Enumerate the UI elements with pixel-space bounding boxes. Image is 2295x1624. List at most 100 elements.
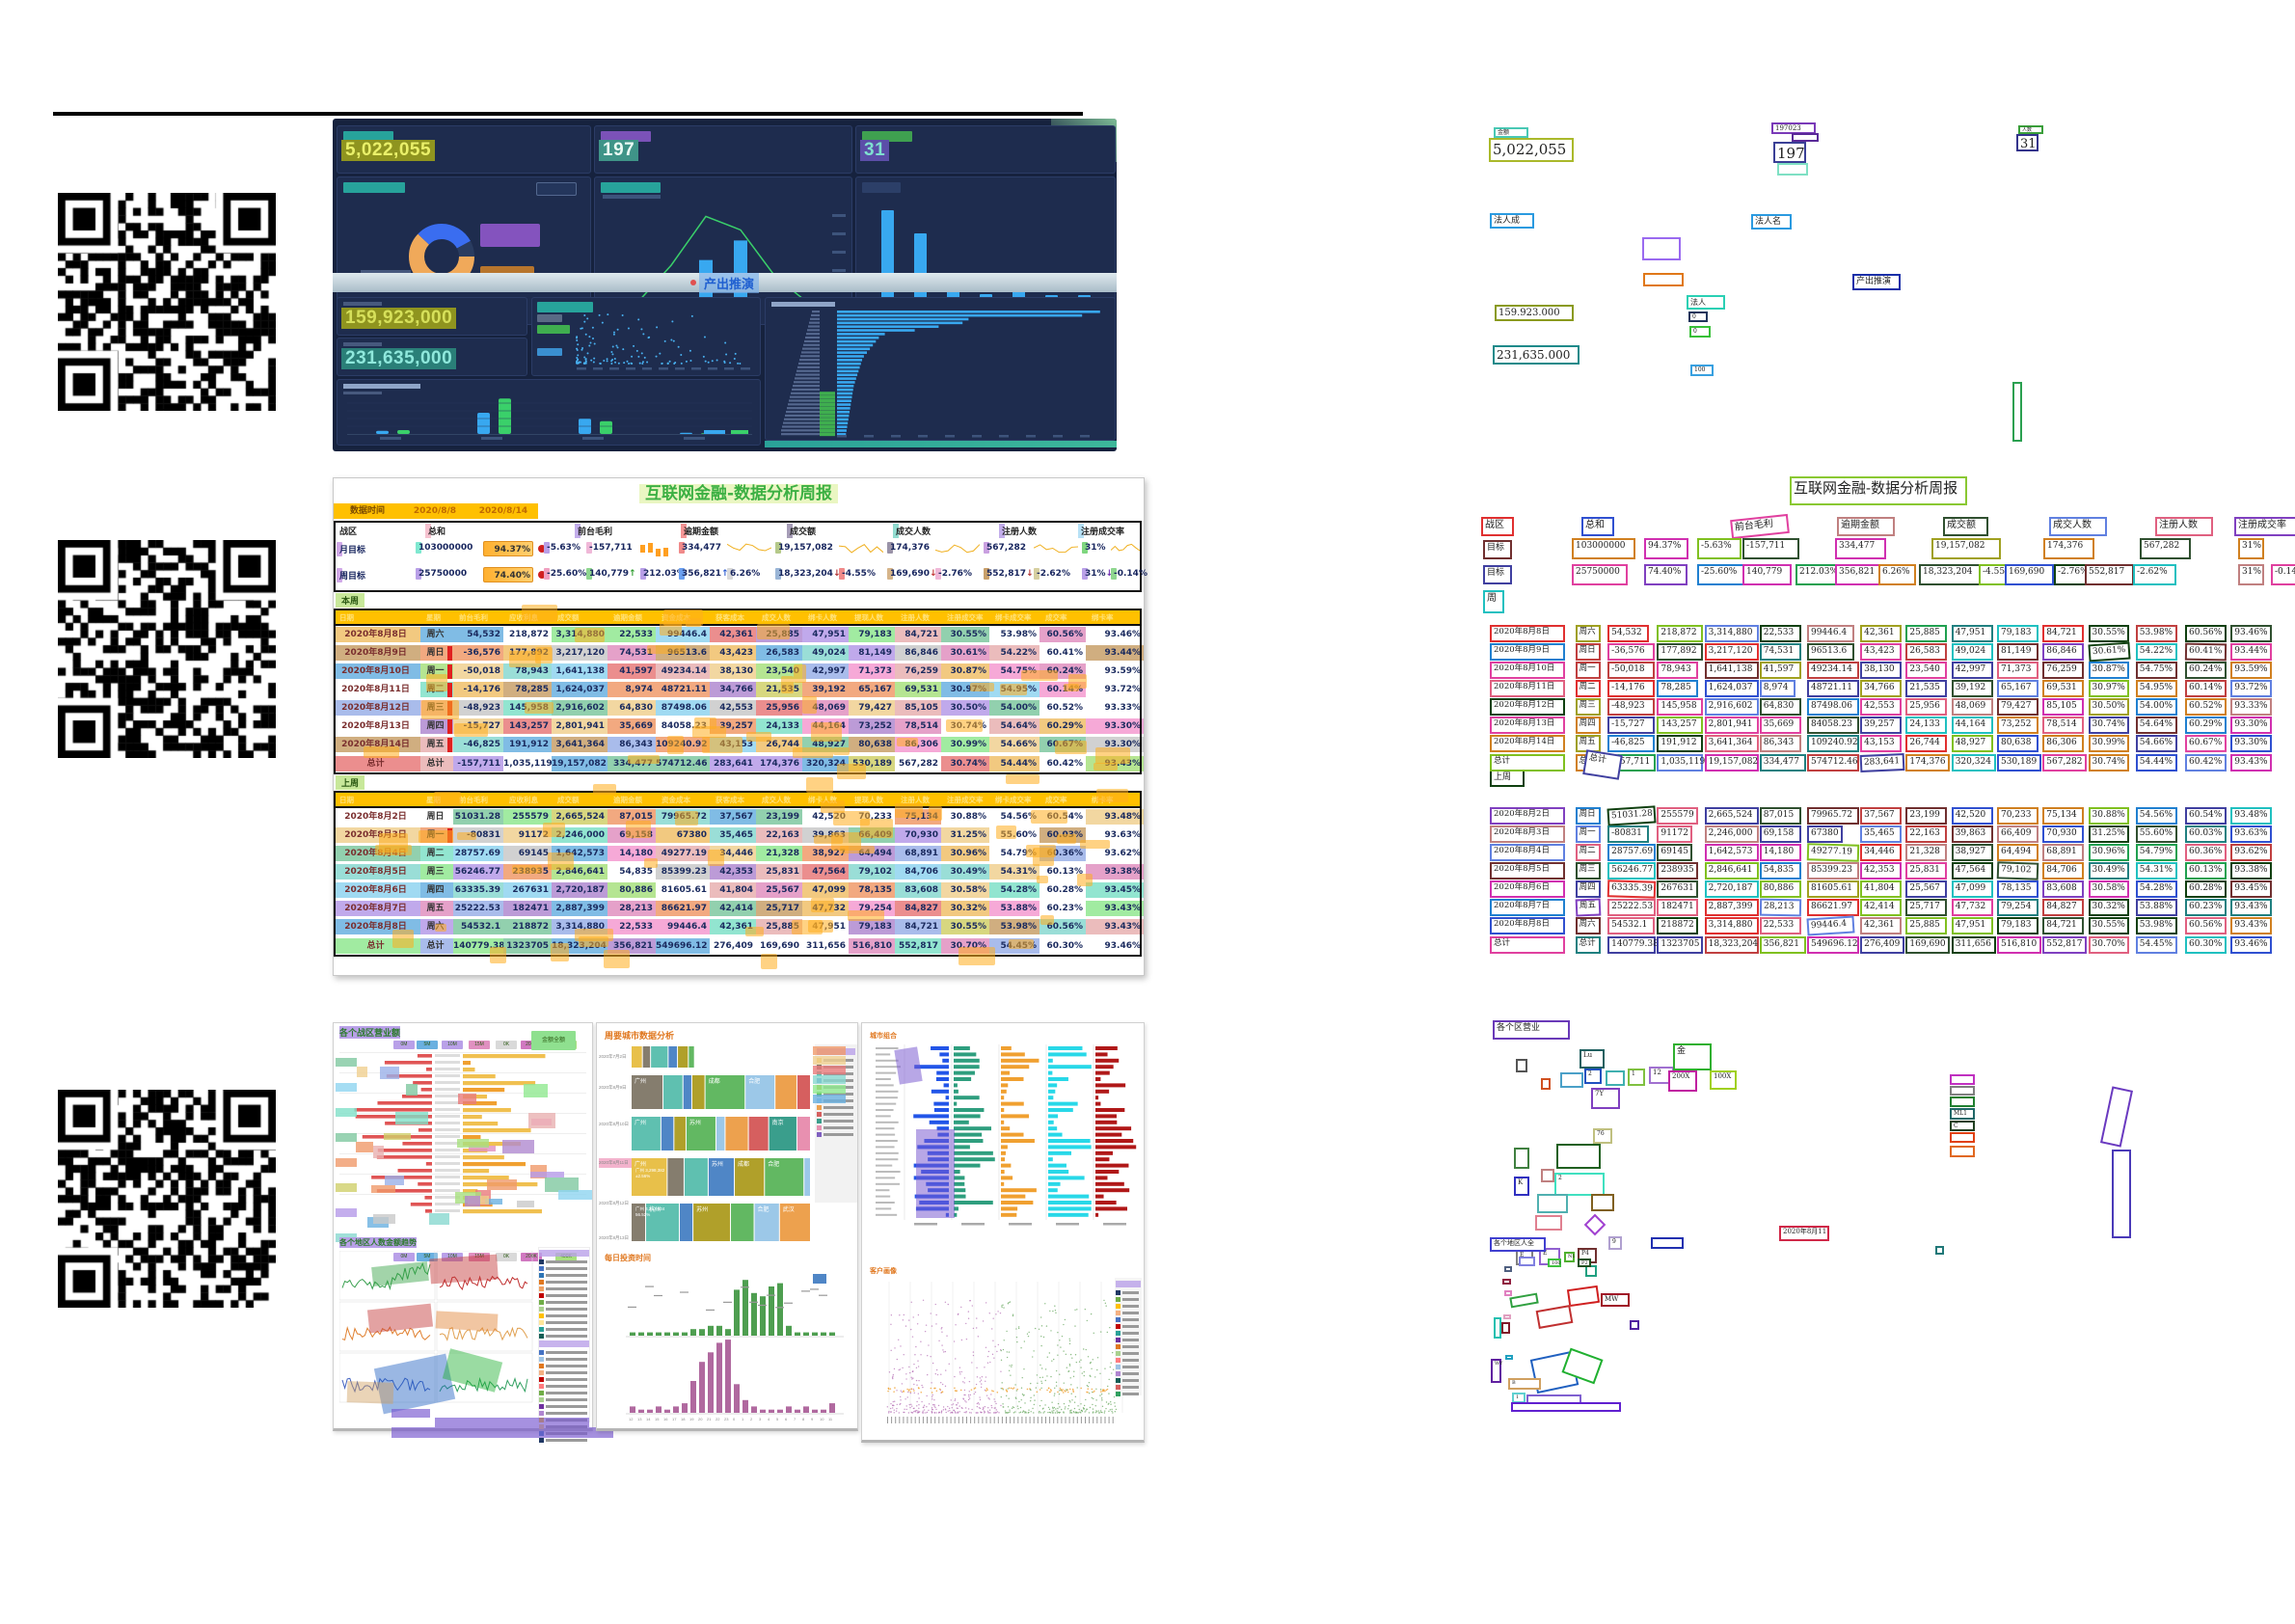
qr-code [58, 1090, 276, 1308]
highlight-blob [456, 831, 476, 841]
table-cell: 63335.39 [453, 882, 503, 898]
legend-item [817, 1111, 855, 1117]
sheet-annotation: 22,533 [1759, 917, 1801, 934]
sheet-annotation: 42,414 [1860, 899, 1902, 916]
overlay-chip [372, 1145, 385, 1158]
table-cell: 35,669 [608, 718, 656, 734]
sheet-annotation: 41,597 [1759, 662, 1801, 679]
page-annotation: 200X [1668, 1070, 1697, 1092]
sheet-annotation: 93.72% [2230, 680, 2273, 697]
sheet-annotation: 60.56% [2185, 917, 2227, 934]
table-cell: 76,259 [895, 663, 941, 679]
table-cell: 37,567 [710, 809, 756, 825]
table-cell: 85399.23 [656, 864, 710, 880]
sheet-annotation: 30.97% [2088, 680, 2130, 697]
highlight-blob [859, 819, 894, 838]
table-cell: 93.48% [1086, 809, 1144, 825]
overlay-chip [557, 1190, 593, 1200]
annotation-box: 31% [2238, 564, 2264, 585]
mosaic-row-label: 2020年8月12日 [599, 1201, 630, 1205]
sheet-annotation: 3,314,880 [1704, 917, 1759, 934]
sheet-annotation: 49277.19 [1806, 843, 1860, 862]
annotation-box: 334,477 [1835, 538, 1886, 559]
table-cell: 3,217,120 [552, 645, 608, 661]
highlight-blob [434, 792, 461, 807]
sheet-annotation: 276,409 [1860, 936, 1905, 954]
page-annotation [1950, 1096, 1975, 1107]
table-cell: 30.55% [941, 627, 989, 642]
dash-annotation: 231,635.000 [1493, 345, 1580, 365]
annotation-box: -5.63% [1697, 538, 1742, 559]
meta-cell: 2020/8/14 [469, 503, 538, 519]
table-cell: 28757.69 [453, 846, 503, 861]
sheet-annotation: 93.45% [2230, 880, 2273, 898]
table-cell: 60.30% [1046, 941, 1084, 951]
page-annotation: 2 [1554, 1173, 1605, 1196]
legend-item [539, 1319, 589, 1325]
column-header: 绑卡率 [1092, 613, 1114, 622]
column-header: 成交人数 [762, 796, 791, 804]
overlay-chip [501, 1139, 535, 1154]
sheet-annotation: 96513.6 [1806, 643, 1854, 661]
legend-hl-chip [813, 1095, 846, 1103]
column-header: 获客成本 [716, 613, 744, 622]
axis-tick-chip: 5M [417, 1253, 438, 1261]
table-cell: 42,997 [802, 663, 849, 679]
table-cell: 43,423 [710, 645, 756, 661]
legend-item [539, 1396, 589, 1402]
svg-text:21: 21 [707, 1417, 712, 1421]
table-cell: 42,353 [710, 864, 756, 880]
sheet-cell: 成交人数 [893, 524, 931, 538]
row-label-chip [336, 1058, 357, 1067]
series-toggle-button[interactable] [536, 182, 577, 196]
table-cell: 35,465 [710, 827, 756, 843]
sheet-annotation: 2020年8月10日 [1490, 662, 1565, 679]
sheet-annotation: 注册人数 [2155, 517, 2213, 536]
sheet-annotation: 38,927 [1951, 844, 1993, 861]
sheet-annotation: 30.96% [2088, 844, 2130, 861]
table-cell: 22,533 [608, 919, 656, 934]
highlight-blob [364, 746, 400, 759]
legend-item [539, 1326, 589, 1332]
sheet-cell: 31%↓ [1082, 568, 1113, 580]
table-cell: 2020年8月8日 [334, 627, 420, 642]
column-header: 应收利息 [509, 796, 538, 804]
sheet-annotation: 93.46% [2230, 625, 2273, 642]
svg-text:19: 19 [689, 1417, 694, 1421]
grouped-bar-card [337, 379, 761, 446]
sheet-annotation: 39,863 [1951, 826, 1993, 843]
highlight-blob [511, 865, 543, 874]
highlight-blob [489, 947, 507, 963]
sheet-annotation: 30.50% [2088, 698, 2130, 716]
svg-text:18: 18 [681, 1417, 686, 1421]
legend-item [539, 1313, 589, 1318]
table-cell: 311,656 [806, 941, 846, 951]
legend-header [539, 1340, 589, 1347]
page1-title: 各个战区营业额 [339, 1026, 401, 1039]
sheet-annotation: 79,183 [1996, 917, 2038, 934]
annotation-box: -25.60% [1697, 564, 1747, 585]
sheet-annotation: 总和 [1581, 517, 1614, 536]
sheet-annotation: 43,423 [1860, 643, 1902, 661]
axis-tick-chip: 15M [469, 1253, 490, 1261]
annotation-box: 19,157,082 [1931, 538, 2001, 559]
report-page-1: 各个战区营业额0M0M5M5M10M10M15M15M0K0K200K200K4… [333, 1022, 613, 1443]
sheet-annotation: 60.54% [2185, 807, 2227, 825]
sheet-annotation: 25,567 [1905, 880, 1948, 898]
page-annotation: 76 [1593, 1128, 1612, 1144]
column-header: 前台毛利 [459, 796, 488, 804]
table-cell: 2020年8月7日 [334, 901, 420, 916]
table-cell: 143,257 [503, 718, 552, 734]
sheet-annotation: 23,540 [1905, 662, 1948, 679]
page-annotation: ML1 [1950, 1108, 1975, 1120]
table-cell: 56246.77 [453, 864, 503, 880]
table-row: 2020年8月10日 周一 -50,018 78,943 1,641,138 41,597… [334, 663, 1142, 681]
status-dot-icon [538, 571, 546, 579]
highlight-blob [434, 924, 446, 933]
table-cell: 21,328 [756, 846, 802, 861]
highlight-blob [702, 737, 742, 754]
highlight-blob [820, 799, 845, 813]
page-annotation: K [1514, 1177, 1529, 1196]
sheet-annotation: 2020年8月4日 [1490, 844, 1565, 861]
page-annotation [1509, 1292, 1539, 1309]
